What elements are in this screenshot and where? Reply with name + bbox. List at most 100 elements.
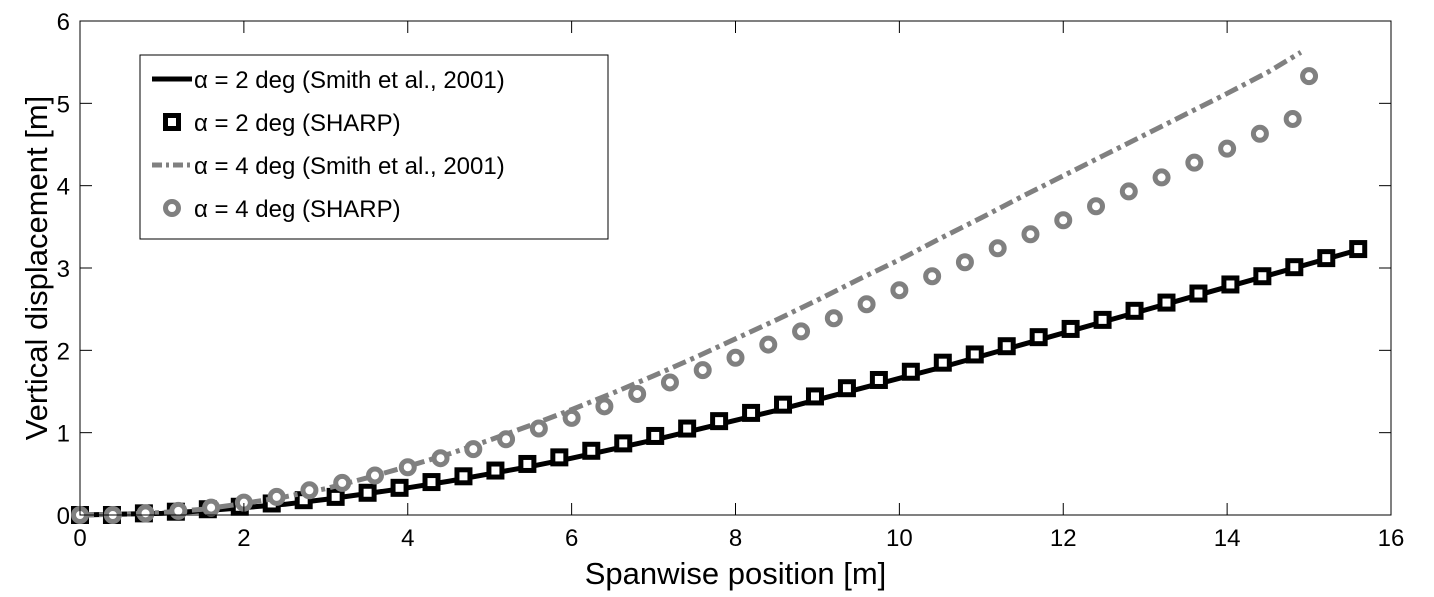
data-point xyxy=(398,458,417,477)
data-point xyxy=(742,403,761,422)
data-point xyxy=(1349,240,1368,259)
series-layer xyxy=(71,50,1368,524)
data-point xyxy=(901,362,920,381)
data-point xyxy=(1300,67,1319,86)
data-point xyxy=(1221,275,1240,294)
y-tick-label: 2 xyxy=(57,338,70,365)
data-point xyxy=(464,440,483,459)
data-point xyxy=(726,348,745,367)
legend-box xyxy=(139,54,609,240)
x-tick-label: 0 xyxy=(73,525,86,552)
data-point xyxy=(965,345,984,364)
data-point xyxy=(955,253,974,272)
data-point xyxy=(333,473,352,492)
data-point xyxy=(988,239,1007,258)
data-point xyxy=(837,379,856,398)
legend-label: α = 2 deg (Smith et al., 2001) xyxy=(194,67,505,94)
y-tick-label: 4 xyxy=(57,174,70,201)
data-point xyxy=(1189,284,1208,303)
data-point xyxy=(774,395,793,414)
data-point xyxy=(326,487,345,506)
legend-entry: α = 2 deg (SHARP) xyxy=(163,110,401,137)
y-tick-label: 5 xyxy=(57,91,70,118)
data-point xyxy=(1029,328,1048,347)
x-tick-label: 2 xyxy=(237,525,250,552)
data-point xyxy=(358,483,377,502)
data-point xyxy=(614,434,633,453)
data-point xyxy=(890,281,909,300)
y-tick-label: 1 xyxy=(57,421,70,448)
legend: α = 2 deg (Smith et al., 2001) α = 2 deg … xyxy=(139,54,609,240)
data-point xyxy=(824,309,843,328)
data-point xyxy=(869,370,888,389)
legend-label: α = 2 deg (SHARP) xyxy=(194,110,401,137)
data-point xyxy=(1061,319,1080,338)
data-point xyxy=(486,461,505,480)
data-point xyxy=(300,481,319,500)
x-tick-label: 16 xyxy=(1378,525,1405,552)
data-point xyxy=(1317,249,1336,268)
legend-entry: α = 4 deg (SHARP) xyxy=(163,196,401,223)
data-point xyxy=(997,337,1016,356)
data-point xyxy=(1087,197,1106,216)
x-tick-label: 10 xyxy=(886,525,913,552)
data-point xyxy=(267,487,286,506)
data-point xyxy=(550,448,569,467)
data-point xyxy=(595,397,614,416)
x-tick-label: 14 xyxy=(1214,525,1241,552)
data-point xyxy=(1093,310,1112,329)
data-point xyxy=(454,467,473,486)
data-point xyxy=(202,498,221,517)
data-point xyxy=(1157,293,1176,312)
data-point xyxy=(759,335,778,354)
data-point xyxy=(646,426,665,445)
x-tick-label: 4 xyxy=(401,525,414,552)
y-axis-label: Vertical displacement [m] xyxy=(19,96,54,441)
data-point xyxy=(1218,139,1237,158)
data-point xyxy=(1185,153,1204,172)
data-point xyxy=(529,419,548,438)
legend-label: α = 4 deg (SHARP) xyxy=(194,196,401,223)
data-point xyxy=(422,473,441,492)
data-point xyxy=(923,267,942,286)
data-point xyxy=(431,449,450,468)
data-point xyxy=(1285,258,1304,277)
data-point xyxy=(678,419,697,438)
data-point xyxy=(1021,225,1040,244)
data-point xyxy=(1253,267,1272,286)
data-point xyxy=(169,501,188,520)
legend-swatch xyxy=(163,199,181,217)
data-point xyxy=(1283,109,1302,128)
x-tick-label: 12 xyxy=(1050,525,1077,552)
data-point xyxy=(390,478,409,497)
data-point xyxy=(1250,124,1269,143)
data-point xyxy=(933,353,952,372)
series-4 xyxy=(71,67,1319,524)
data-point xyxy=(136,504,155,523)
x-tick-label: 8 xyxy=(729,525,742,552)
data-point xyxy=(1119,182,1138,201)
legend-entry: α = 2 deg (Smith et al., 2001) xyxy=(152,67,505,94)
data-point xyxy=(1152,168,1171,187)
data-point xyxy=(497,430,516,449)
legend-swatch xyxy=(163,113,181,131)
y-tick-label: 0 xyxy=(57,503,70,530)
data-point xyxy=(562,408,581,427)
x-axis-label: Spanwise position [m] xyxy=(585,556,887,591)
data-point xyxy=(693,361,712,380)
data-point xyxy=(582,441,601,460)
data-point xyxy=(805,387,824,406)
data-point xyxy=(660,373,679,392)
data-point xyxy=(792,322,811,341)
data-point xyxy=(365,466,384,485)
y-tick-label: 3 xyxy=(57,256,70,283)
legend-entries: α = 2 deg (Smith et al., 2001) α = 2 deg … xyxy=(152,67,505,223)
y-tick-label: 6 xyxy=(57,9,70,36)
data-point xyxy=(1125,301,1144,320)
legend-label: α = 4 deg (Smith et al., 2001) xyxy=(194,153,505,180)
data-point xyxy=(857,295,876,314)
data-point xyxy=(710,412,729,431)
data-point xyxy=(628,384,647,403)
